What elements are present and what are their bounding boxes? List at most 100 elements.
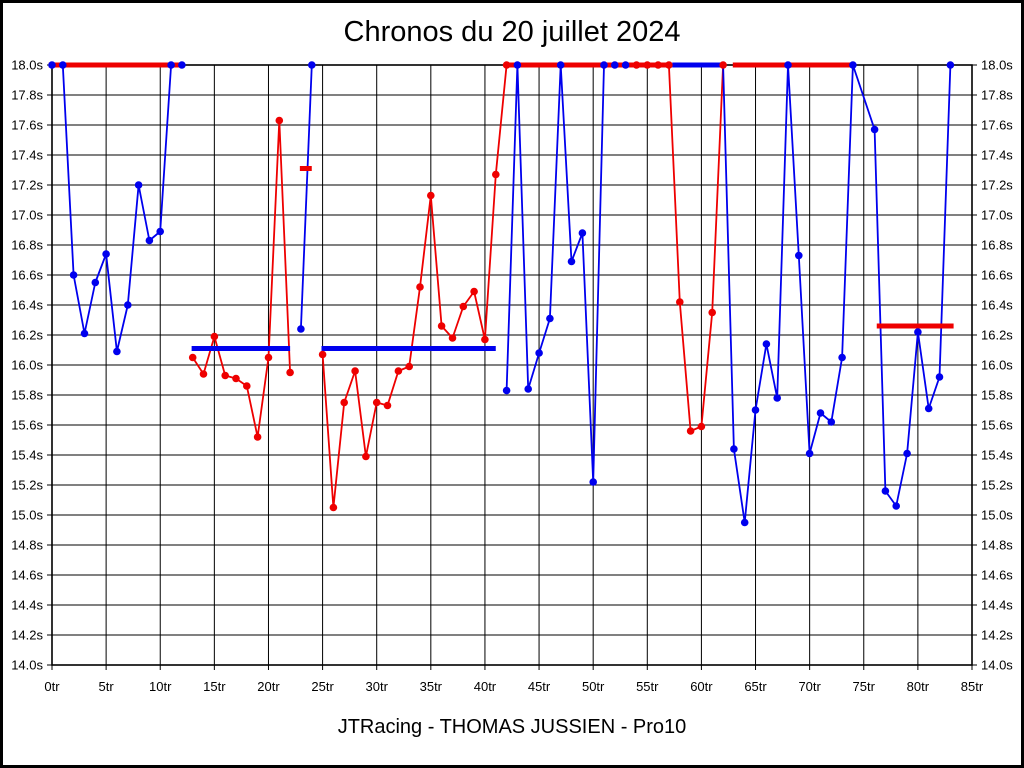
blue-laps-point (773, 394, 781, 402)
red-laps-point (329, 503, 338, 512)
red-laps-line (321, 64, 508, 509)
y-tick-label-left: 17.0s (11, 208, 43, 223)
red-laps-point (632, 61, 641, 69)
x-tick-label: 45tr (528, 679, 551, 694)
red-laps-point (394, 367, 403, 375)
red-laps-point (188, 353, 197, 362)
blue-laps-point (751, 406, 760, 414)
blue-laps-point (524, 385, 532, 393)
red-laps-point (481, 335, 489, 344)
y-tick-label-right: 14.2s (981, 628, 1013, 643)
x-tick-label: 55tr (636, 679, 659, 694)
y-tick-label-right: 16.0s (981, 358, 1013, 373)
red-laps-point (427, 191, 435, 200)
red-laps-point (286, 368, 294, 377)
x-tick-label: 50tr (582, 679, 605, 694)
blue-laps-point (914, 328, 922, 336)
y-tick-label-left: 16.0s (11, 358, 43, 373)
red-laps-point (416, 283, 424, 291)
y-tick-label-left: 15.6s (11, 418, 43, 433)
y-tick-label-left: 14.0s (11, 658, 43, 673)
blue-laps-point (600, 61, 608, 69)
blue-laps-point (881, 487, 890, 495)
red-laps-point (362, 452, 370, 461)
x-tick-label: 75tr (853, 679, 876, 694)
y-tick-label-left: 14.6s (11, 568, 43, 583)
blue-laps-point (924, 404, 933, 413)
x-tick-label: 25tr (311, 679, 334, 694)
red-laps-line (636, 64, 724, 432)
y-tick-label-left: 17.2s (11, 178, 43, 193)
y-tick-label-right: 16.4s (981, 298, 1013, 313)
blue-laps-point (167, 61, 175, 69)
blue-laps-point (567, 257, 576, 266)
red-laps-point (405, 362, 414, 371)
y-tick-label-left: 17.8s (11, 88, 43, 103)
red-laps-point (383, 401, 392, 410)
blue-laps-point (621, 61, 630, 69)
chart-title: Chronos du 20 juillet 2024 (343, 16, 681, 48)
blue-laps-point (849, 61, 857, 69)
y-tick-label-left: 14.2s (11, 628, 43, 643)
y-tick-label-right: 15.0s (981, 508, 1013, 523)
red-laps-point (643, 61, 652, 69)
red-laps-point (243, 382, 251, 390)
red-laps-point (232, 374, 240, 383)
blue-laps-point (308, 61, 316, 69)
x-tick-label: 40tr (474, 679, 497, 694)
blue-laps-point (578, 229, 587, 237)
blue-laps-point (91, 278, 100, 287)
x-tick-label: 65tr (744, 679, 767, 694)
red-laps-point (448, 334, 457, 342)
red-laps-point (708, 308, 716, 317)
red-laps-point (697, 422, 706, 431)
y-tick-label-left: 15.2s (11, 478, 43, 493)
blue-laps-point (124, 301, 132, 309)
x-tick-label: 80tr (907, 679, 930, 694)
y-tick-label-right: 15.4s (981, 448, 1013, 463)
blue-laps-point (611, 61, 619, 69)
x-tick-label: 20tr (257, 679, 280, 694)
y-tick-label-left: 17.4s (11, 148, 43, 163)
blue-laps-point (805, 449, 814, 458)
blue-laps-point (113, 347, 121, 356)
y-tick-label-right: 18.0s (981, 58, 1013, 73)
y-tick-label-right: 15.6s (981, 418, 1013, 433)
blue-laps-point (870, 125, 879, 134)
blue-laps-line (52, 64, 182, 353)
red-laps-point (686, 427, 695, 435)
x-tick-label: 30tr (366, 679, 389, 694)
y-tick-label-left: 16.2s (11, 328, 43, 343)
y-tick-label-left: 14.4s (11, 598, 43, 613)
blue-laps-point (892, 502, 900, 510)
blue-laps-point (156, 227, 164, 236)
blue-laps-point (935, 373, 944, 381)
y-tick-label-right: 14.6s (981, 568, 1013, 583)
blue-laps-point (59, 61, 67, 69)
red-laps-point (719, 61, 727, 69)
red-laps-point (665, 61, 673, 69)
y-tick-label-left: 15.0s (11, 508, 43, 523)
y-tick-label-left: 16.8s (11, 238, 43, 253)
blue-laps-point (740, 518, 749, 527)
blue-laps-point (816, 409, 825, 417)
x-tick-label: 70tr (798, 679, 821, 694)
y-tick-label-right: 17.2s (981, 178, 1013, 193)
blue-laps-point (145, 236, 154, 245)
red-laps-point (199, 370, 208, 378)
x-tick-label: 5tr (99, 679, 115, 694)
red-laps-point (676, 298, 684, 306)
x-tick-label: 0tr (44, 679, 60, 694)
blue-laps-point (589, 478, 597, 486)
y-tick-label-right: 14.8s (981, 538, 1013, 553)
y-tick-label-right: 14.4s (981, 598, 1013, 613)
blue-laps-point (48, 61, 56, 69)
blue-laps-point (946, 61, 955, 69)
red-laps-point (459, 302, 468, 311)
blue-laps-point (69, 271, 78, 279)
red-laps-point (340, 398, 349, 407)
y-tick-label-right: 17.6s (981, 118, 1013, 133)
